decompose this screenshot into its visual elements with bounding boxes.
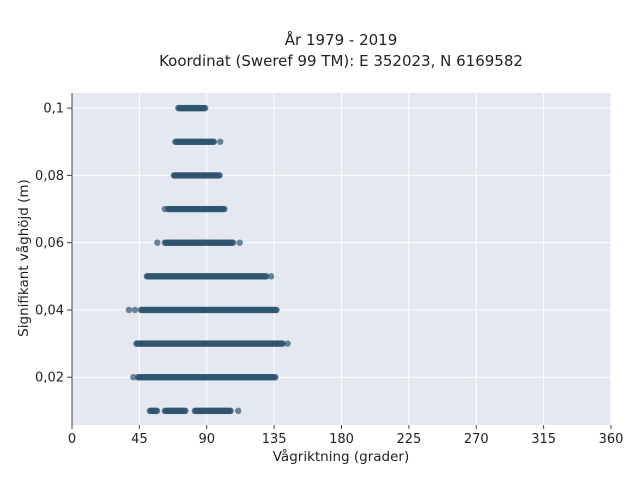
data-point	[125, 306, 133, 314]
x-tick-label: 0	[68, 432, 76, 447]
data-point	[154, 239, 161, 246]
data-point	[202, 104, 209, 112]
data-point	[273, 306, 280, 314]
data-band	[125, 306, 280, 314]
data-points	[125, 104, 291, 415]
data-point	[236, 239, 243, 246]
y-axis-ticks: 0,02 0,04 0,06 0,08 0,1	[35, 102, 72, 386]
data-point	[227, 407, 234, 415]
y-tick-label: 0,04	[35, 303, 64, 318]
x-tick-label: 315	[531, 432, 556, 447]
x-tick-label: 90	[198, 432, 215, 447]
data-band	[143, 273, 275, 280]
data-point	[234, 407, 242, 415]
data-band	[172, 138, 224, 145]
data-band	[175, 104, 209, 112]
y-tick-label: 0,06	[35, 236, 64, 251]
x-axis-title: Vågriktning (grader)	[273, 448, 410, 465]
chart-title-line-2: Koordinat (Sweref 99 TM): E 352023, N 61…	[159, 52, 523, 70]
data-point	[131, 306, 139, 314]
data-point	[279, 340, 287, 347]
x-tick-label: 270	[464, 432, 489, 447]
data-point	[182, 407, 189, 415]
data-point	[161, 205, 169, 213]
chart-title-line-1: År 1979 - 2019	[285, 30, 398, 49]
data-point	[284, 340, 291, 347]
data-point	[267, 273, 275, 280]
y-axis-title: Signifikant våghöjd (m)	[15, 179, 32, 337]
data-point	[229, 239, 237, 246]
x-tick-label: 45	[131, 432, 148, 447]
x-tick-label: 225	[396, 432, 421, 447]
data-band	[170, 172, 223, 179]
data-point	[153, 407, 161, 415]
x-tick-label: 180	[329, 432, 354, 447]
data-band	[146, 407, 242, 415]
data-band	[133, 340, 291, 347]
y-tick-label: 0,02	[35, 371, 64, 386]
data-point	[216, 172, 223, 179]
x-tick-label: 360	[599, 432, 624, 447]
y-tick-label: 0,1	[43, 102, 64, 117]
data-point	[272, 374, 279, 381]
data-band	[154, 239, 243, 246]
data-point	[263, 273, 270, 280]
data-point	[210, 138, 218, 145]
x-tick-label: 135	[262, 432, 287, 447]
data-point	[221, 205, 228, 213]
data-point	[217, 138, 224, 145]
x-axis-ticks: 0 45 90 135 180 225 270 315 360	[68, 425, 624, 447]
data-band	[130, 374, 279, 381]
data-band	[161, 205, 228, 213]
data-point	[130, 374, 137, 381]
y-tick-label: 0,08	[35, 169, 64, 184]
